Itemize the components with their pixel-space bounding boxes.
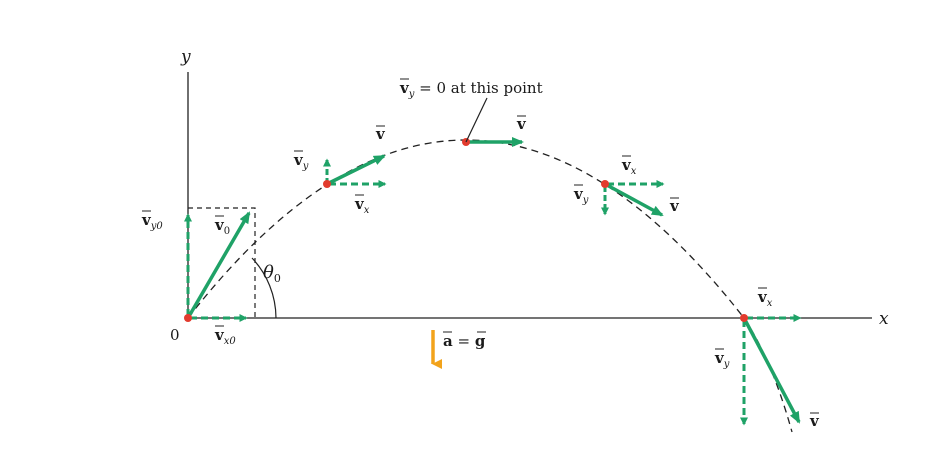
falling-vx-label: vx (621, 156, 637, 177)
x-axis-label: x (879, 309, 889, 329)
launch-v0-label: v0 (214, 216, 230, 237)
landing-point (740, 314, 748, 322)
falling-v-label: v (669, 197, 680, 215)
apex-leader-line (465, 97, 488, 143)
apex-v-label: v (516, 115, 527, 133)
falling-v-arrow (604, 182, 664, 217)
angle-arc (251, 257, 277, 319)
landing-v-arrow (742, 317, 801, 424)
falling-point (601, 180, 609, 188)
launch-vx0-label: vx0 (214, 326, 236, 347)
landing-v-label: v (809, 412, 820, 430)
rising-v-arrow (326, 154, 386, 186)
apex-note: vy = 0 at this point (399, 79, 543, 100)
rising-vy-label: vy (293, 151, 309, 172)
rising-v-label: v (375, 125, 386, 143)
acceleration-label: a = g (443, 332, 486, 350)
launch-v0-arrow (186, 211, 251, 319)
origin-label: 0 (170, 326, 180, 344)
rising-point (323, 180, 331, 188)
falling-vy-label: vy (573, 185, 589, 206)
y-axis-label: y (180, 47, 191, 67)
launch-component-box (188, 207, 256, 318)
landing-vx-label: vx (757, 288, 773, 309)
rising-vx-label: vx (354, 195, 370, 216)
landing-vy-label: vy (714, 349, 730, 370)
launch-vy0-label: vy0 (141, 211, 163, 232)
launch-point (184, 314, 192, 322)
angle-label: θ0 (263, 262, 281, 285)
trajectory-path (187, 139, 793, 433)
